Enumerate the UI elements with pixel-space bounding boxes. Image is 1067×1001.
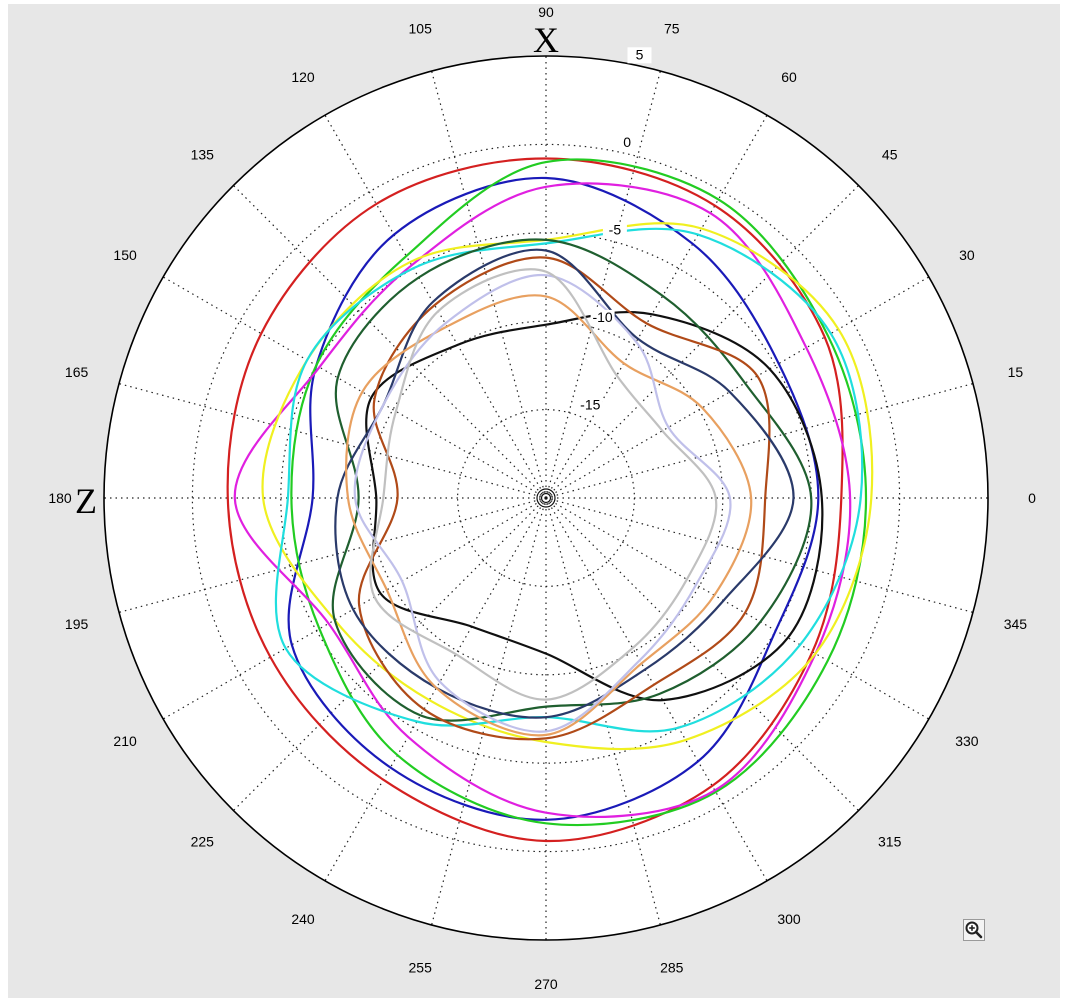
- series-line-9: [357, 256, 771, 741]
- angle-gridline: [118, 383, 547, 499]
- angle-tick-label: 255: [409, 959, 433, 975]
- angle-gridline: [545, 276, 930, 499]
- angle-gridline: [162, 276, 547, 499]
- series-line-2: [287, 176, 820, 821]
- polar-axes: [103, 55, 989, 941]
- angle-gridline: [545, 70, 661, 499]
- angle-gridline: [324, 497, 547, 882]
- series-line-11: [345, 294, 753, 737]
- angle-tick-label: 270: [534, 976, 558, 992]
- radial-tick-label-bg: [615, 134, 640, 151]
- angle-gridline: [431, 70, 547, 499]
- series-line-6: [274, 227, 864, 733]
- angle-tick-label: 195: [65, 616, 89, 632]
- series-line-10: [334, 248, 795, 719]
- radial-tick-label: 5: [636, 46, 644, 62]
- series-line-1: [226, 157, 844, 843]
- angle-tick-label: 330: [955, 733, 979, 749]
- polar-boundary: [103, 55, 989, 941]
- angle-tick-label: 90: [538, 4, 554, 20]
- angle-tick-label: 285: [660, 959, 684, 975]
- angle-gridline: [162, 497, 547, 720]
- angle-tick-label: 30: [959, 247, 975, 263]
- series-line-12: [353, 274, 732, 733]
- angle-tick-label: 225: [191, 834, 215, 850]
- z-axis-marker: Z: [75, 481, 97, 521]
- angle-tick-label: 240: [291, 911, 315, 927]
- angle-gridline: [545, 497, 661, 926]
- radial-tick-label: -5: [609, 221, 622, 237]
- radial-tick-label-bg: [578, 397, 603, 414]
- radial-tick-label-bg: [590, 309, 615, 326]
- origin-marker-dot: [544, 496, 548, 500]
- angle-tick-label: 345: [1004, 616, 1028, 632]
- angle-tick-label: 15: [1008, 364, 1024, 380]
- angle-tick-label: 105: [409, 21, 433, 37]
- angle-tick-label: 150: [113, 247, 137, 263]
- origin-marker-inner: [540, 492, 552, 504]
- radial-gridline: [457, 409, 636, 588]
- angle-tick-label: 165: [65, 364, 89, 380]
- series-line-13: [369, 268, 718, 701]
- angle-gridline: [545, 185, 859, 499]
- angle-tick-label: 0: [1028, 490, 1036, 506]
- radial-tick-label-bg: [627, 47, 652, 64]
- angle-gridline: [545, 497, 768, 882]
- angle-tick-label: 45: [882, 146, 898, 162]
- radial-tick-label: 0: [623, 134, 631, 150]
- zoom-in-icon[interactable]: [963, 919, 985, 941]
- radial-tick-label: -15: [580, 397, 600, 413]
- series-line-7: [365, 310, 824, 702]
- series-line-8: [331, 238, 813, 722]
- origin-marker: [536, 488, 556, 508]
- angle-tick-label: 75: [664, 21, 680, 37]
- angle-gridline: [545, 383, 974, 499]
- angle-gridline: [431, 497, 547, 926]
- angle-gridline: [233, 185, 547, 499]
- angle-tick-label: 120: [291, 69, 315, 85]
- angle-tick-label: 300: [777, 911, 801, 927]
- angle-gridline: [545, 497, 930, 720]
- angle-gridline: [118, 497, 547, 613]
- angle-tick-label: 210: [113, 733, 137, 749]
- angle-gridline: [545, 497, 974, 613]
- angle-tick-label: 60: [781, 69, 797, 85]
- angle-tick-label: 315: [878, 834, 902, 850]
- radial-tick-label: -10: [592, 309, 612, 325]
- angle-gridline: [324, 114, 547, 499]
- angle-tick-label: 180: [48, 490, 72, 506]
- series-line-4: [233, 182, 852, 818]
- series-line-5: [261, 222, 874, 751]
- radial-tick-label-bg: [602, 222, 627, 239]
- series-layer: [226, 157, 874, 843]
- radial-gridline: [191, 143, 901, 853]
- angle-tick-label: 135: [191, 146, 215, 162]
- angle-gridline: [545, 114, 768, 499]
- x-axis-marker: X: [533, 20, 559, 60]
- series-line-3: [290, 158, 868, 827]
- labels-layer: 0 15 30 45 60 75 90 105 120 135 150 165 180 195 210 225…: [48, 4, 1036, 992]
